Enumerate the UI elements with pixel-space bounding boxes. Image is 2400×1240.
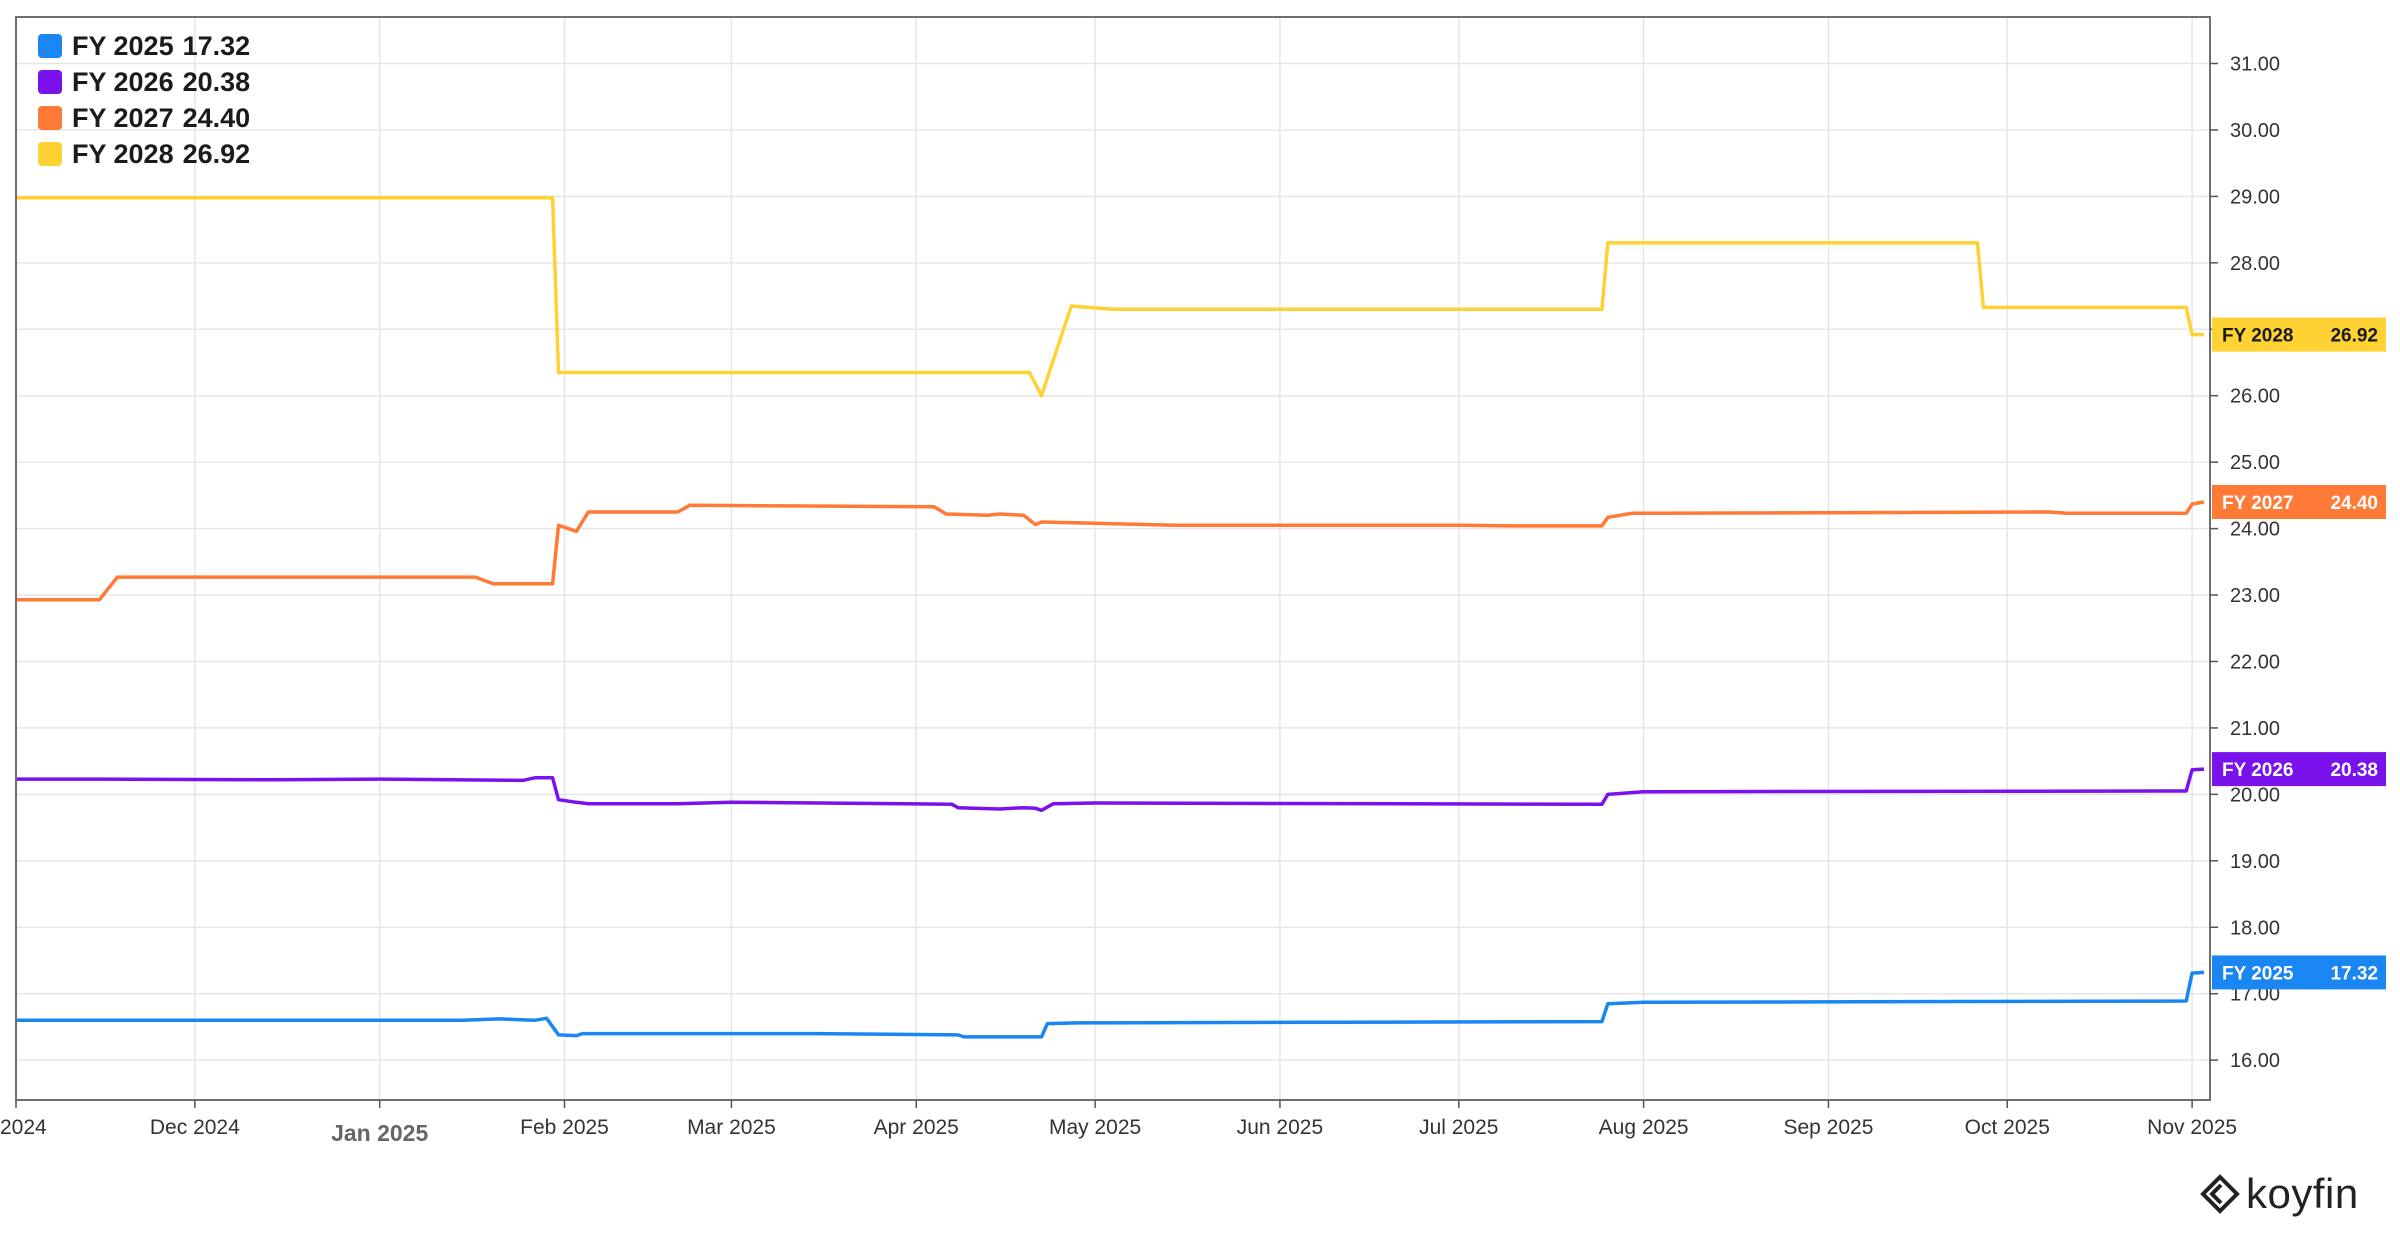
legend-swatch [38,70,62,94]
tag-value: 20.38 [2330,760,2378,781]
tag-series-name: FY 2027 [2222,493,2293,514]
tag-value: 26.92 [2330,326,2378,347]
series-line-fy2025 [16,970,2205,1039]
legend-swatch [38,106,62,130]
y-tick-label: 23.00 [2230,585,2280,607]
last-value-tag: FY 2026 20.38 [2212,752,2386,787]
koyfin-mark-icon [2200,1174,2240,1214]
x-tick-label: Apr 2025 [874,1116,959,1139]
legend-item-fy2028[interactable]: FY 2028 26.92 [38,136,259,172]
grid [15,17,2210,1100]
y-tick-label: 16.00 [2230,1050,2280,1072]
legend-value: 24.40 [182,102,251,133]
plot-frame [15,16,2211,1101]
series-line-fy2028 [16,195,2204,398]
x-tick-label: Mar 2025 [687,1116,776,1139]
x-tick-label: Dec 2024 [150,1116,240,1139]
legend-swatch [38,34,62,58]
legend-label: FY 2025 [72,30,174,61]
x-tick-label: Sep 2025 [1783,1116,1873,1139]
legend-item-fy2027[interactable]: FY 2027 24.40 [38,100,259,136]
x-tick-label: 2024 [0,1116,47,1139]
y-tick-label: 22.00 [2230,651,2280,673]
y-tick-label: 19.00 [2230,851,2280,873]
x-tick-label: Jul 2025 [1419,1116,1498,1139]
x-axis: 2024 Dec 2024 Jan 2025 Feb 2025 Mar 2025 Apr … [0,1100,2237,1146]
legend-value: 26.92 [182,138,251,169]
legend: FY 2025 17.32 FY 2026 20.38 FY 2027 24.40 F… [38,28,259,172]
y-tick-label: 20.00 [2230,784,2280,806]
legend-label: FY 2028 [72,138,174,169]
last-value-tag: FY 2025 17.32 [2212,955,2386,990]
x-tick-label: Nov 2025 [2147,1116,2237,1139]
series-line-fy2026 [16,767,2205,813]
x-tick-label: Jun 2025 [1237,1116,1323,1139]
series-lines [16,195,2205,1039]
legend-value: 20.38 [182,66,251,97]
x-tick-label: May 2025 [1049,1116,1141,1139]
legend-label: FY 2027 [72,102,174,133]
legend-item-fy2026[interactable]: FY 2026 20.38 [38,64,259,100]
tag-background [2212,752,2386,787]
x-tick-label: Feb 2025 [520,1116,609,1139]
tag-series-name: FY 2025 [2222,963,2294,984]
last-value-tag: FY 2028 26.92 [2212,317,2386,352]
y-tick-label: 26.00 [2230,386,2280,408]
x-tick-label: Jan 2025 [331,1120,428,1146]
legend-label: FY 2026 [72,66,174,97]
y-tick-label: 30.00 [2230,120,2280,142]
tag-background [2212,955,2386,990]
legend-swatch [38,142,62,166]
series-line-fy2027 [16,500,2205,602]
y-axis: 16.0017.0018.0019.0020.0021.0022.0023.00… [2210,54,2280,1072]
tag-series-name: FY 2028 [2222,326,2293,347]
tag-value: 17.32 [2330,963,2378,984]
tag-series-name: FY 2026 [2222,760,2293,781]
y-tick-label: 18.00 [2230,917,2280,939]
y-tick-label: 29.00 [2230,186,2280,208]
y-tick-label: 25.00 [2230,452,2280,474]
tag-value: 24.40 [2330,493,2378,514]
tag-background [2212,485,2386,520]
y-tick-label: 28.00 [2230,253,2280,275]
koyfin-logo: koyfin [2200,1170,2359,1218]
last-value-tag: FY 2027 24.40 [2212,485,2386,520]
y-tick-label: 31.00 [2230,54,2280,76]
brand-name: koyfin [2246,1170,2359,1217]
legend-value: 17.32 [182,30,251,61]
y-tick-label: 24.00 [2230,519,2280,541]
y-tick-label: 21.00 [2230,718,2280,740]
tag-background [2212,317,2386,352]
x-tick-label: Aug 2025 [1599,1116,1689,1139]
x-tick-label: Oct 2025 [1965,1116,2050,1139]
legend-item-fy2025[interactable]: FY 2025 17.32 [38,28,259,64]
